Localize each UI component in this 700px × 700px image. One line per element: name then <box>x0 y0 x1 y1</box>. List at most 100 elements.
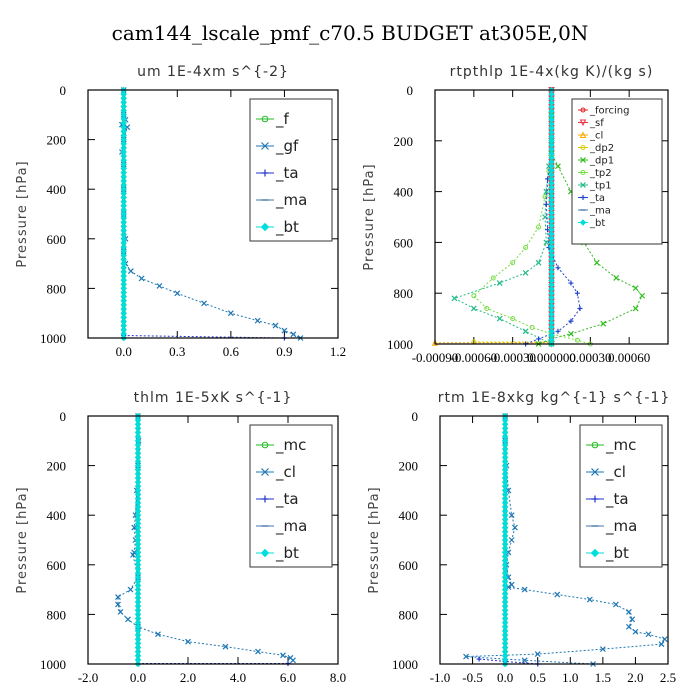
panel3-legend-label: _cl <box>275 463 296 482</box>
panel2-ytick-label: 0 <box>407 83 414 98</box>
panel2-ylabel: Pressure [hPa] <box>362 163 377 270</box>
panel3-ytick-label: 600 <box>47 558 67 573</box>
panel2-series-point-6 <box>543 188 550 195</box>
figure-title: cam144_lscale_pmf_c70.5 BUDGET at305E,0N <box>112 21 589 45</box>
panel4-xtick-label: 1.5 <box>595 670 611 685</box>
panel1-legend-label: _ma <box>275 191 307 210</box>
panel3-ytick-label: 400 <box>47 508 67 523</box>
panel4-series-point-1 <box>508 537 515 543</box>
panel2-series-point-5 <box>484 305 490 311</box>
panel3-series-point-1 <box>127 586 134 593</box>
panel4-xtick-label: 0.5 <box>530 670 546 685</box>
panel1-xtick-label: 0.0 <box>116 344 132 359</box>
panel3-ytick-label: 800 <box>47 607 67 622</box>
panel4-legend-label: _ta <box>605 490 629 509</box>
panel4: rtm 1E-8xkg kg^{-1} s^{-1} Pressure [hPa]… <box>367 390 676 685</box>
panel4-series-point-2 <box>476 656 482 662</box>
panel3-legend-box <box>249 424 333 568</box>
panel4-legend-marker <box>591 495 599 503</box>
panel2-xtick-label: -0.00030 <box>489 350 536 365</box>
panel2-series-point-4 <box>600 320 607 327</box>
panel2-series-point-4 <box>632 305 639 312</box>
panel4-legend-marker <box>591 468 599 476</box>
panel2-series-point-6 <box>470 305 477 312</box>
panel2-series-point-7 <box>555 265 561 271</box>
panel2-series-point-4 <box>567 330 574 337</box>
panel2-series-point-7 <box>568 318 574 324</box>
panel2-series-point-4 <box>632 285 639 292</box>
panel1-ytick-label: 800 <box>47 281 67 296</box>
panel2-series-point-7 <box>577 305 583 311</box>
panel3-legend-marker <box>261 495 269 503</box>
panel4-ytick-label: 600 <box>399 558 419 573</box>
panel1-legend-label: _ta <box>275 164 299 183</box>
panel1-title: um 1E-4xm s^{-2} <box>137 64 289 80</box>
panel1-xtick-label: 0.6 <box>223 344 240 359</box>
panel2-series-point-5 <box>542 194 548 200</box>
panel4-series-point-1 <box>645 631 652 638</box>
panel2-series-line-5 <box>473 128 591 345</box>
panel1-legend-marker <box>261 169 269 177</box>
panel2-legend: _forcing_sf _cl_dp2 _dp1_tp2 _tp1_ta _ma_bt <box>571 98 663 245</box>
panel2-ytick-label: 800 <box>394 286 414 301</box>
panel1-ytick-label: 1000 <box>40 331 66 346</box>
panel4-series-line-2 <box>479 658 538 665</box>
panel2-legend-marker <box>580 157 586 163</box>
panel2-series-point-7 <box>568 280 574 286</box>
panel1-series-point-1 <box>254 317 261 324</box>
panel3-legend-marker <box>260 548 270 558</box>
panel1-legend-marker <box>261 142 269 150</box>
panel3-series-point-1 <box>131 524 138 531</box>
panel2-series-line-4 <box>538 115 643 345</box>
panel3-ytick-label: 0 <box>60 409 67 424</box>
panel4-xtick-label: 2.0 <box>627 670 643 685</box>
panel3-series-point-1 <box>255 648 261 655</box>
panel2-title: rtpthlp 1E-4x(kg K)/(kg s) <box>450 64 654 80</box>
panel2-series-point-6 <box>496 280 503 286</box>
panel4-legend-marker <box>590 548 600 558</box>
panel4-legend: _mc _cl _ta _ma _bt <box>579 424 663 568</box>
panel4-title: rtm 1E-8xkg kg^{-1} s^{-1} <box>438 390 671 406</box>
panel3-legend-label: _ma <box>275 517 307 536</box>
panel4-legend-label: _mc <box>605 436 636 455</box>
panel3-xtick-label: 8.0 <box>330 670 346 685</box>
panel1-xtick-label: 0.9 <box>276 344 292 359</box>
panel2-legend-marker <box>579 131 587 138</box>
panel3-legend-label: _mc <box>275 436 306 455</box>
panel4-legend-label: _bt <box>605 544 629 563</box>
panel2-ytick-label: 200 <box>394 134 414 149</box>
panel2-legend-label: _forcing <box>589 106 630 117</box>
panel3-series-point-1 <box>115 601 121 608</box>
panel2-series-line-6 <box>453 140 552 345</box>
panel4-xtick-label: 2.5 <box>660 670 676 685</box>
panel1-series-point-1 <box>124 124 131 131</box>
panel2-series-point-4 <box>639 292 646 299</box>
panel2-ytick-label: 1000 <box>387 337 413 352</box>
panel3-legend-label: _ta <box>275 490 299 509</box>
panel3-legend-marker <box>261 468 269 476</box>
panel4-ytick-label: 0 <box>412 409 419 424</box>
panel3-ylabel: Pressure [hPa] <box>15 486 30 593</box>
panel2: rtpthlp 1E-4x(kg K)/(kg s) Pressure [hPa]… <box>362 64 669 365</box>
panel4-series-point-1 <box>625 608 632 615</box>
panel4-series-point-1 <box>629 616 636 623</box>
panel4-series-point-1 <box>554 591 561 598</box>
panel1-legend-label: _f <box>275 110 290 129</box>
panel1: um 1E-4xm s^{-2} Pressure [hPa] 0 200 400 600… <box>15 64 346 359</box>
panel2-legend-marker <box>580 170 586 175</box>
panel4-xtick-label: -0.5 <box>462 670 483 685</box>
panel2-ytick-label: 400 <box>394 185 414 200</box>
panel3-ytick-label: 1000 <box>40 657 66 672</box>
panel4-series-point-1 <box>534 651 541 658</box>
panel4-series-line-1 <box>466 416 666 665</box>
panel4-series-point-1 <box>508 512 515 519</box>
panel2-series-point-5 <box>510 316 516 322</box>
panel3-series-point-1 <box>130 551 136 558</box>
panel2-series-point-5 <box>574 337 580 343</box>
panel1-xtick-label: 1.2 <box>330 344 346 359</box>
panel1-series-point-1 <box>156 282 163 289</box>
panel1-legend-marker <box>261 115 269 123</box>
panel2-ytick-label: 600 <box>394 235 414 250</box>
panel4-ylabel: Pressure [hPa] <box>367 486 382 593</box>
